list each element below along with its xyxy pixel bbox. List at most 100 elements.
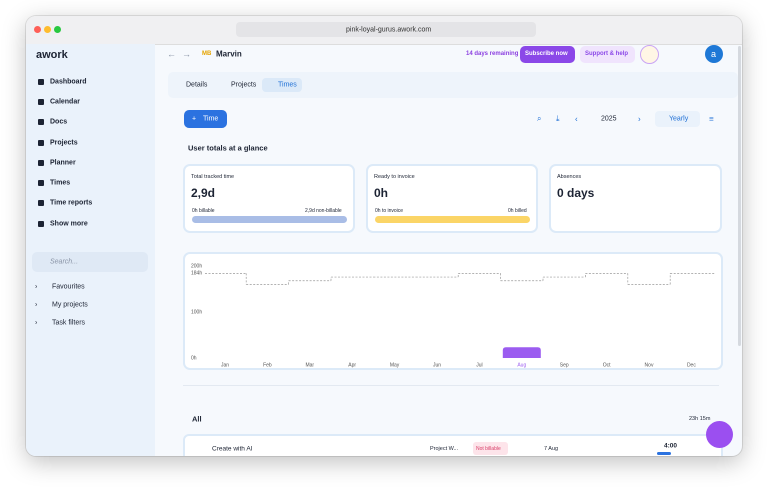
y-tick-label: 0h (191, 355, 197, 361)
address-bar[interactable] (236, 22, 536, 37)
x-tick-label: Jun (433, 362, 441, 368)
section-title: User totals at a glance (188, 143, 268, 153)
subscribe-label: Subscribe now (525, 51, 568, 57)
next-year[interactable]: › (638, 114, 641, 124)
user-name[interactable]: Marvin (216, 49, 242, 59)
nav-item[interactable]: Projects (50, 139, 78, 147)
add-time-button[interactable] (184, 110, 227, 128)
card-left: 0h billable (192, 208, 215, 214)
row-name: Create with AI (212, 445, 253, 453)
x-tick-label: Jul (476, 362, 482, 368)
year: 2025 (601, 115, 617, 123)
nav-icon (38, 119, 44, 125)
plus: + (192, 115, 197, 123)
nav-item[interactable]: Planner (50, 159, 76, 167)
nav-icon (38, 79, 44, 85)
card (549, 164, 722, 233)
period-label: Yearly (669, 115, 689, 123)
nav-item[interactable]: Show more (50, 220, 88, 228)
sidebar-group[interactable]: My projects (52, 301, 88, 309)
avatar[interactable] (705, 45, 723, 63)
card-label: Absences (557, 174, 582, 180)
tab-selected (262, 78, 302, 92)
scrollbar (738, 46, 741, 346)
y-tick-label: 200h (191, 263, 202, 269)
nav-item[interactable]: Calendar (50, 98, 80, 106)
logo[interactable]: awork (36, 49, 68, 61)
x-tick-label: Apr (348, 362, 356, 368)
nav-icon (38, 99, 44, 105)
x-tick-label: May (390, 362, 400, 368)
subscribe-button[interactable] (520, 46, 575, 63)
card-label: Total tracked time (191, 174, 235, 180)
card-value: 2,9d (191, 186, 216, 200)
minimize[interactable] (44, 26, 51, 33)
nav-icon (38, 140, 44, 146)
nav-item[interactable]: Docs (50, 118, 68, 126)
x-tick-label: Sep (560, 362, 569, 368)
card-value: 0h (374, 186, 389, 200)
row-duration: 4:00 (664, 442, 678, 450)
forward[interactable]: → (182, 49, 191, 59)
power-icon[interactable] (640, 45, 659, 64)
group-chevron[interactable]: › (35, 301, 38, 309)
user-initials: MB (202, 51, 212, 57)
chart-card: 0h 100h 200h 184h Jan Feb Mar Apr May Jun Jul Aug Se… (183, 252, 723, 370)
nav-icon (38, 180, 44, 186)
x-tick-label: Oct (603, 362, 611, 368)
x-tick-label: Feb (263, 362, 272, 368)
divider (183, 385, 719, 386)
list-title: All (192, 414, 202, 424)
search-placeholder: Search... (50, 258, 79, 266)
nav-item[interactable]: Times (50, 179, 71, 187)
support-button[interactable] (580, 46, 635, 63)
nav-icon (38, 200, 44, 206)
y-tick-label: 184h (191, 271, 202, 277)
group-chevron[interactable]: › (35, 319, 38, 327)
close[interactable] (34, 26, 41, 33)
nav-item[interactable]: Time reports (50, 199, 93, 207)
back[interactable]: ← (167, 49, 176, 59)
list-icon[interactable]: ≡ (709, 114, 714, 124)
nav-icon (38, 221, 44, 227)
search-icon[interactable]: ⌕ (537, 114, 542, 123)
trial-notice: 14 days remaining (466, 51, 519, 57)
sidebar-group[interactable]: Task filters (52, 319, 86, 327)
card-value: 0 days (557, 186, 595, 200)
timer-button[interactable] (706, 421, 733, 448)
row-date: 7 Aug (544, 446, 559, 452)
row-progress (657, 452, 671, 455)
row-billing: Not billable (476, 446, 501, 452)
period-select[interactable] (655, 111, 700, 127)
avatar-letter: a (711, 49, 717, 59)
tab[interactable]: Details (186, 81, 208, 89)
card-right: 0h billed (508, 208, 527, 214)
sidebar-group[interactable]: Favourites (52, 283, 85, 291)
nav-item[interactable]: Dashboard (50, 78, 87, 86)
list-row[interactable] (183, 434, 723, 456)
card-label: Ready to invoice (374, 174, 415, 180)
x-tick-label: Mar (305, 362, 314, 368)
billing-pill (473, 442, 508, 455)
group-chevron[interactable]: › (35, 283, 38, 291)
list-total: 23h 15m (689, 416, 711, 422)
x-tick-label: Aug (517, 362, 526, 368)
browser-window: pink-loyal-gurus.awork.com awork Search.… (26, 16, 742, 456)
download-icon[interactable]: ⤓ (556, 114, 560, 123)
card-left: 0h to invoice (375, 208, 404, 214)
chart: 0h 100h 200h 184h Jan Feb Mar Apr May Jun Jul Aug Se… (191, 263, 715, 368)
search-box[interactable] (32, 252, 148, 272)
support-label: Support & help (585, 51, 628, 57)
prev-year[interactable]: ‹ (575, 114, 578, 124)
add-time-label: Time (203, 115, 219, 123)
tab[interactable]: Projects (231, 81, 257, 89)
url: pink-loyal-gurus.awork.com (346, 26, 432, 34)
row-project: Project W... (430, 446, 459, 452)
zoom[interactable] (54, 26, 61, 33)
x-tick-label: Jan (221, 362, 229, 368)
x-tick-label: Dec (687, 362, 696, 368)
x-tick-label: Nov (645, 362, 654, 368)
card-right: 2,9d non-billable (305, 208, 342, 214)
tab[interactable]: Times (278, 81, 297, 89)
